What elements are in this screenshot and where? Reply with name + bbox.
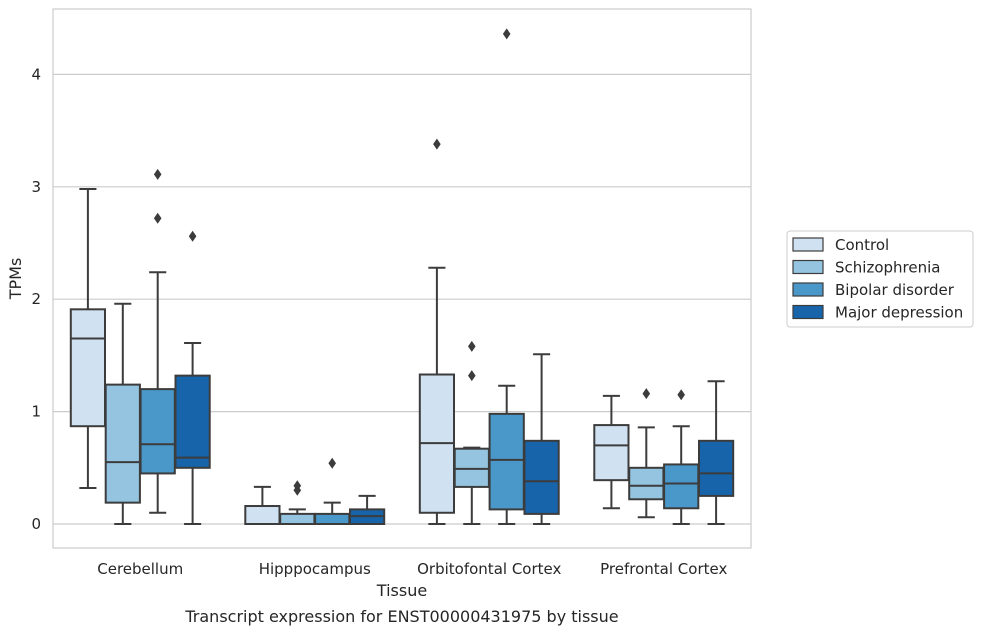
box-body bbox=[69, 308, 107, 428]
box-body bbox=[314, 512, 351, 525]
box-schizophrenia bbox=[453, 340, 490, 525]
box-body bbox=[453, 447, 490, 488]
box-body bbox=[628, 466, 665, 501]
y-tick-label: 3 bbox=[31, 178, 41, 196]
outlier-point bbox=[642, 388, 651, 400]
x-axis-ticks: Cerebellum Hipppocampus Orbitofontal Corte… bbox=[97, 560, 727, 578]
x-tick-label: Prefrontal Cortex bbox=[600, 560, 727, 578]
box-control bbox=[244, 485, 281, 525]
box-bipolar-disorder bbox=[139, 168, 176, 514]
x-tick-label: Orbitofontal Cortex bbox=[417, 560, 561, 578]
box-body bbox=[139, 388, 176, 475]
box-body bbox=[697, 439, 735, 497]
box-control bbox=[69, 188, 107, 490]
x-tick-label: Cerebellum bbox=[97, 560, 183, 578]
legend-label: Major depression bbox=[835, 304, 963, 322]
y-tick-label: 1 bbox=[31, 403, 41, 421]
outlier-point bbox=[153, 212, 162, 224]
outlier-point bbox=[468, 370, 476, 382]
y-tick-label: 2 bbox=[31, 290, 41, 308]
box-major-depression bbox=[174, 230, 211, 525]
box-bipolar-disorder bbox=[663, 389, 700, 525]
outlier-point bbox=[328, 457, 336, 469]
box-control bbox=[593, 394, 630, 510]
x-axis-label: Tissue bbox=[376, 581, 427, 600]
box-control bbox=[418, 138, 456, 525]
y-axis-ticks: 0 1 2 3 4 bbox=[31, 65, 41, 533]
box-schizophrenia bbox=[628, 388, 665, 519]
box-schizophrenia bbox=[279, 480, 316, 525]
legend-box bbox=[786, 230, 974, 328]
legend-swatch bbox=[792, 237, 824, 252]
chart-caption: Transcript expression for ENST0000043197… bbox=[184, 607, 618, 626]
box-body bbox=[488, 412, 525, 511]
y-tick-label: 0 bbox=[31, 515, 41, 533]
plot-area-frame bbox=[52, 8, 752, 549]
box-major-depression bbox=[697, 380, 735, 525]
legend-swatch bbox=[792, 304, 824, 320]
box-body bbox=[663, 463, 700, 510]
legend-swatch bbox=[792, 259, 824, 275]
box-major-depression bbox=[348, 494, 386, 526]
legend-label: Control bbox=[835, 236, 889, 254]
box-body bbox=[244, 505, 281, 525]
box-body bbox=[523, 439, 560, 515]
x-tick-label: Hipppocampus bbox=[259, 560, 371, 578]
box-body bbox=[174, 374, 211, 469]
legend-label: Schizophrenia bbox=[835, 259, 940, 277]
boxes bbox=[69, 28, 735, 526]
outlier-point bbox=[188, 230, 197, 242]
outlier-point bbox=[153, 168, 162, 180]
box-schizophrenia bbox=[104, 302, 141, 525]
outlier-point bbox=[502, 28, 511, 40]
box-bipolar-disorder bbox=[488, 28, 525, 525]
box-major-depression bbox=[523, 353, 560, 525]
legend-label: Bipolar disorder bbox=[835, 281, 955, 299]
legend-swatch bbox=[792, 282, 824, 297]
y-axis-label: TPMs bbox=[6, 258, 25, 301]
legend: Control Schizophrenia Bipolar disorder Majo… bbox=[786, 230, 974, 328]
outlier-point bbox=[433, 138, 441, 150]
box-body bbox=[104, 383, 141, 504]
outlier-point bbox=[293, 480, 302, 492]
box-body bbox=[279, 512, 316, 525]
outlier-point bbox=[468, 340, 476, 352]
y-tick-label: 4 bbox=[31, 65, 41, 83]
outlier-point bbox=[677, 389, 685, 401]
box-body bbox=[593, 424, 630, 482]
box-bipolar-disorder bbox=[314, 457, 351, 525]
